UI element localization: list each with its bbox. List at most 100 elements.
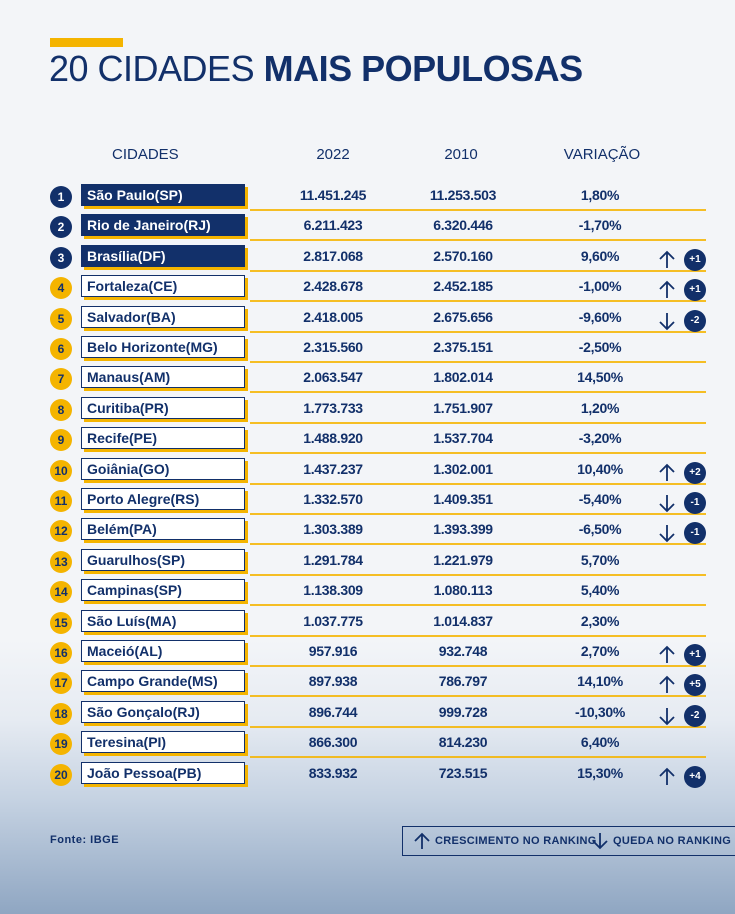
population-2010: 2.452.185 bbox=[433, 278, 493, 295]
variation-value: 5,70% bbox=[580, 551, 620, 568]
ranking-change-badge: +4 bbox=[684, 765, 706, 788]
population-2022: 6.211.423 bbox=[303, 217, 363, 234]
rank-badge: 10 bbox=[50, 459, 72, 482]
variation-value: 6,40% bbox=[580, 734, 620, 751]
ranking-change-badge: -1 bbox=[684, 492, 706, 514]
population-2010: 11.253.503 bbox=[429, 187, 497, 203]
city-name: Brasília(DF) bbox=[81, 244, 245, 267]
variation-value: -6,50% bbox=[578, 521, 622, 538]
row-divider bbox=[250, 482, 706, 485]
variation-value: 5,40% bbox=[580, 582, 620, 599]
variation-value: 9,60% bbox=[580, 247, 620, 264]
population-2010: 1.393.399 bbox=[433, 521, 493, 538]
city-label-box: Maceió(AL) bbox=[81, 640, 248, 665]
row-divider bbox=[250, 421, 706, 424]
ranking-change-badge: +2 bbox=[684, 461, 706, 484]
row-divider bbox=[250, 756, 706, 759]
rank-badge: 15 bbox=[50, 611, 72, 634]
title-accent-bar bbox=[50, 38, 123, 47]
arrow-up-icon bbox=[659, 250, 675, 268]
variation-value: 15,30% bbox=[577, 764, 623, 781]
city-label-box: Brasília(DF) bbox=[81, 244, 248, 270]
city-label-box: Campinas(SP) bbox=[81, 579, 248, 605]
city-label-box: Salvador(BA) bbox=[81, 305, 248, 331]
city-label-box: Goiânia(GO) bbox=[81, 457, 248, 483]
city-name: João Pessoa(PB) bbox=[81, 761, 245, 784]
variation-value: 10,40% bbox=[577, 460, 623, 477]
city-label-box: São Gonçalo(RJ) bbox=[81, 700, 248, 726]
population-2010: 1.751.907 bbox=[433, 399, 493, 416]
population-2010: 1.409.351 bbox=[433, 491, 493, 507]
population-2010: 2.375.151 bbox=[433, 339, 493, 355]
city-name: Goiânia(GO) bbox=[81, 457, 245, 480]
city-name: Campo Grande(MS) bbox=[81, 670, 245, 693]
ranking-change-badge: -2 bbox=[684, 309, 706, 332]
population-2022: 2.063.547 bbox=[303, 369, 363, 386]
city-name: Curitiba(PR) bbox=[81, 396, 245, 419]
row-divider bbox=[250, 239, 706, 242]
population-2022: 1.332.570 bbox=[303, 491, 363, 507]
ranking-legend: CRESCIMENTO NO RANKING QUEDA NO RANKING bbox=[402, 826, 735, 856]
table-row: 1 São Paulo(SP) 11.451.245 11.253.503 1,80% bbox=[0, 183, 735, 213]
row-divider bbox=[250, 513, 706, 515]
population-2022: 1.303.389 bbox=[303, 521, 363, 538]
population-2022: 1.291.784 bbox=[303, 551, 363, 568]
rank-badge: 16 bbox=[50, 642, 72, 664]
row-divider bbox=[250, 604, 706, 607]
city-name: Belém(PA) bbox=[81, 518, 245, 541]
row-divider bbox=[250, 391, 706, 394]
population-2010: 999.728 bbox=[438, 703, 488, 720]
population-2022: 897.938 bbox=[308, 673, 358, 690]
table-row: 9 Recife(PE) 1.488.920 1.537.704 -3,20% bbox=[0, 426, 735, 456]
variation-value: -1,00% bbox=[578, 278, 622, 295]
population-2022: 833.932 bbox=[308, 764, 358, 781]
table-row: 10 Goiânia(GO) 1.437.237 1.302.001 10,40% +2 bbox=[0, 457, 735, 487]
city-label-box: Rio de Janeiro(RJ) bbox=[81, 214, 248, 240]
city-name: Maceió(AL) bbox=[81, 640, 245, 662]
rank-badge: 20 bbox=[50, 763, 72, 786]
rank-badge: 17 bbox=[50, 672, 72, 695]
row-divider bbox=[250, 634, 706, 637]
population-2010: 1.080.113 bbox=[433, 582, 493, 599]
city-name: Belo Horizonte(MG) bbox=[81, 336, 245, 358]
city-label-box: Teresina(PI) bbox=[81, 731, 248, 757]
table-row: 16 Maceió(AL) 957.916 932.748 2,70% +1 bbox=[0, 639, 735, 669]
ranking-change-badge: -2 bbox=[684, 704, 706, 727]
row-divider bbox=[250, 300, 706, 303]
city-label-box: Curitiba(PR) bbox=[81, 396, 248, 422]
table-row: 6 Belo Horizonte(MG) 2.315.560 2.375.151 -2,… bbox=[0, 335, 735, 365]
city-name: Porto Alegre(RS) bbox=[81, 488, 245, 510]
ranking-change-badge: -1 bbox=[684, 522, 706, 545]
column-header-2022: 2022 bbox=[316, 146, 350, 163]
table-row: 20 João Pessoa(PB) 833.932 723.515 15,30% +4 bbox=[0, 761, 735, 791]
table-row: 19 Teresina(PI) 866.300 814.230 6,40% bbox=[0, 730, 735, 760]
arrow-down-icon bbox=[659, 312, 675, 330]
column-header-2010: 2010 bbox=[444, 146, 478, 163]
rank-badge: 14 bbox=[50, 581, 72, 604]
city-name: Salvador(BA) bbox=[81, 305, 245, 328]
rank-badge: 2 bbox=[50, 216, 72, 239]
rank-badge: 9 bbox=[50, 429, 72, 452]
column-header-cities: CIDADES bbox=[112, 146, 179, 163]
ranking-change-badge: +5 bbox=[684, 674, 706, 697]
city-name: Manaus(AM) bbox=[81, 366, 245, 389]
ranking-change-badge: +1 bbox=[684, 248, 706, 271]
rank-badge: 18 bbox=[50, 702, 72, 725]
city-name: São Gonçalo(RJ) bbox=[81, 700, 245, 723]
table-row: 14 Campinas(SP) 1.138.309 1.080.113 5,40% bbox=[0, 578, 735, 608]
arrow-up-icon bbox=[414, 832, 430, 849]
table-row: 8 Curitiba(PR) 1.773.733 1.751.907 1,20% bbox=[0, 396, 735, 426]
title-light-part: 20 CIDADES bbox=[49, 48, 264, 89]
variation-value: -3,20% bbox=[578, 430, 622, 447]
rank-badge: 12 bbox=[50, 520, 72, 543]
row-divider bbox=[250, 695, 706, 698]
population-2022: 2.428.678 bbox=[303, 278, 363, 295]
column-header-variation: VARIAÇÃO bbox=[563, 146, 641, 163]
variation-value: 1,80% bbox=[580, 187, 620, 203]
population-2010: 723.515 bbox=[438, 764, 488, 781]
variation-value: 2,30% bbox=[580, 612, 620, 629]
row-divider bbox=[250, 725, 706, 728]
city-name: Campinas(SP) bbox=[81, 579, 245, 602]
city-label-box: Manaus(AM) bbox=[81, 366, 248, 392]
legend-decline-label: QUEDA NO RANKING bbox=[613, 835, 732, 847]
